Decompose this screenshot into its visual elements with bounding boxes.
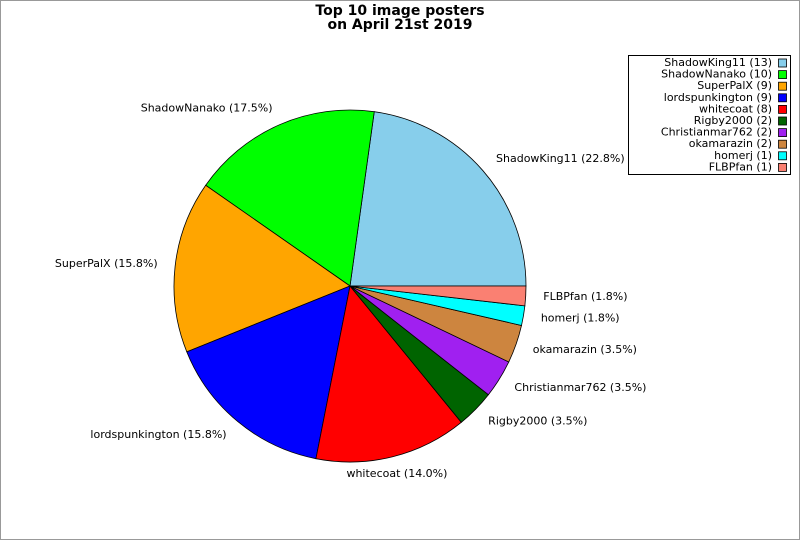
legend-label: homerj (1) — [714, 149, 772, 162]
slice-label: ShadowNanako (17.5%) — [141, 102, 273, 115]
slice-label: FLBPfan (1.8%) — [543, 290, 627, 303]
legend-swatch — [778, 128, 787, 138]
slice-label: okamarazin (3.5%) — [533, 343, 637, 356]
legend-swatch — [778, 151, 787, 161]
pie-slice — [173, 184, 351, 353]
legend-swatch — [778, 139, 787, 149]
chart-title: on April 21st 2019 — [327, 17, 472, 33]
legend-label: SuperPalX (9) — [697, 79, 772, 92]
slice-label: Christianmar762 (3.5%) — [514, 381, 646, 394]
legend-swatch — [778, 162, 787, 172]
slice-label: homerj (1.8%) — [541, 312, 620, 325]
legend-box — [628, 55, 791, 175]
pie-slice — [349, 285, 527, 307]
legend-swatch — [778, 81, 787, 91]
legend-label: ShadowNanako (10) — [661, 68, 772, 81]
legend-swatch — [778, 93, 787, 103]
pie-slice — [349, 111, 527, 287]
chart-title: Top 10 image posters — [315, 3, 484, 19]
slice-label: SuperPalX (15.8%) — [55, 257, 158, 270]
slice-label: lordspunkington (15.8%) — [90, 428, 226, 441]
legend-label: Christianmar762 (2) — [661, 126, 772, 139]
slice-label: Rigby2000 (3.5%) — [488, 415, 587, 428]
slice-label: whitecoat (14.0%) — [346, 467, 447, 480]
pie-slice — [315, 285, 462, 463]
legend-swatch — [778, 70, 787, 79]
slice-label: ShadowKing11 (22.8%) — [496, 152, 625, 165]
legend-label: lordspunkington (9) — [664, 91, 772, 104]
legend-swatch — [778, 116, 787, 126]
legend-swatch — [778, 58, 787, 68]
pie-slice — [205, 109, 375, 287]
legend-label: okamarazin (2) — [689, 137, 772, 150]
legend-swatch — [778, 105, 787, 114]
legend-label: ShadowKing11 (13) — [664, 56, 772, 69]
legend-label: whitecoat (8) — [699, 102, 772, 115]
legend-label: Rigby2000 (2) — [694, 114, 772, 127]
pie-slice — [186, 285, 351, 460]
legend-label: FLBPfan (1) — [709, 160, 772, 173]
